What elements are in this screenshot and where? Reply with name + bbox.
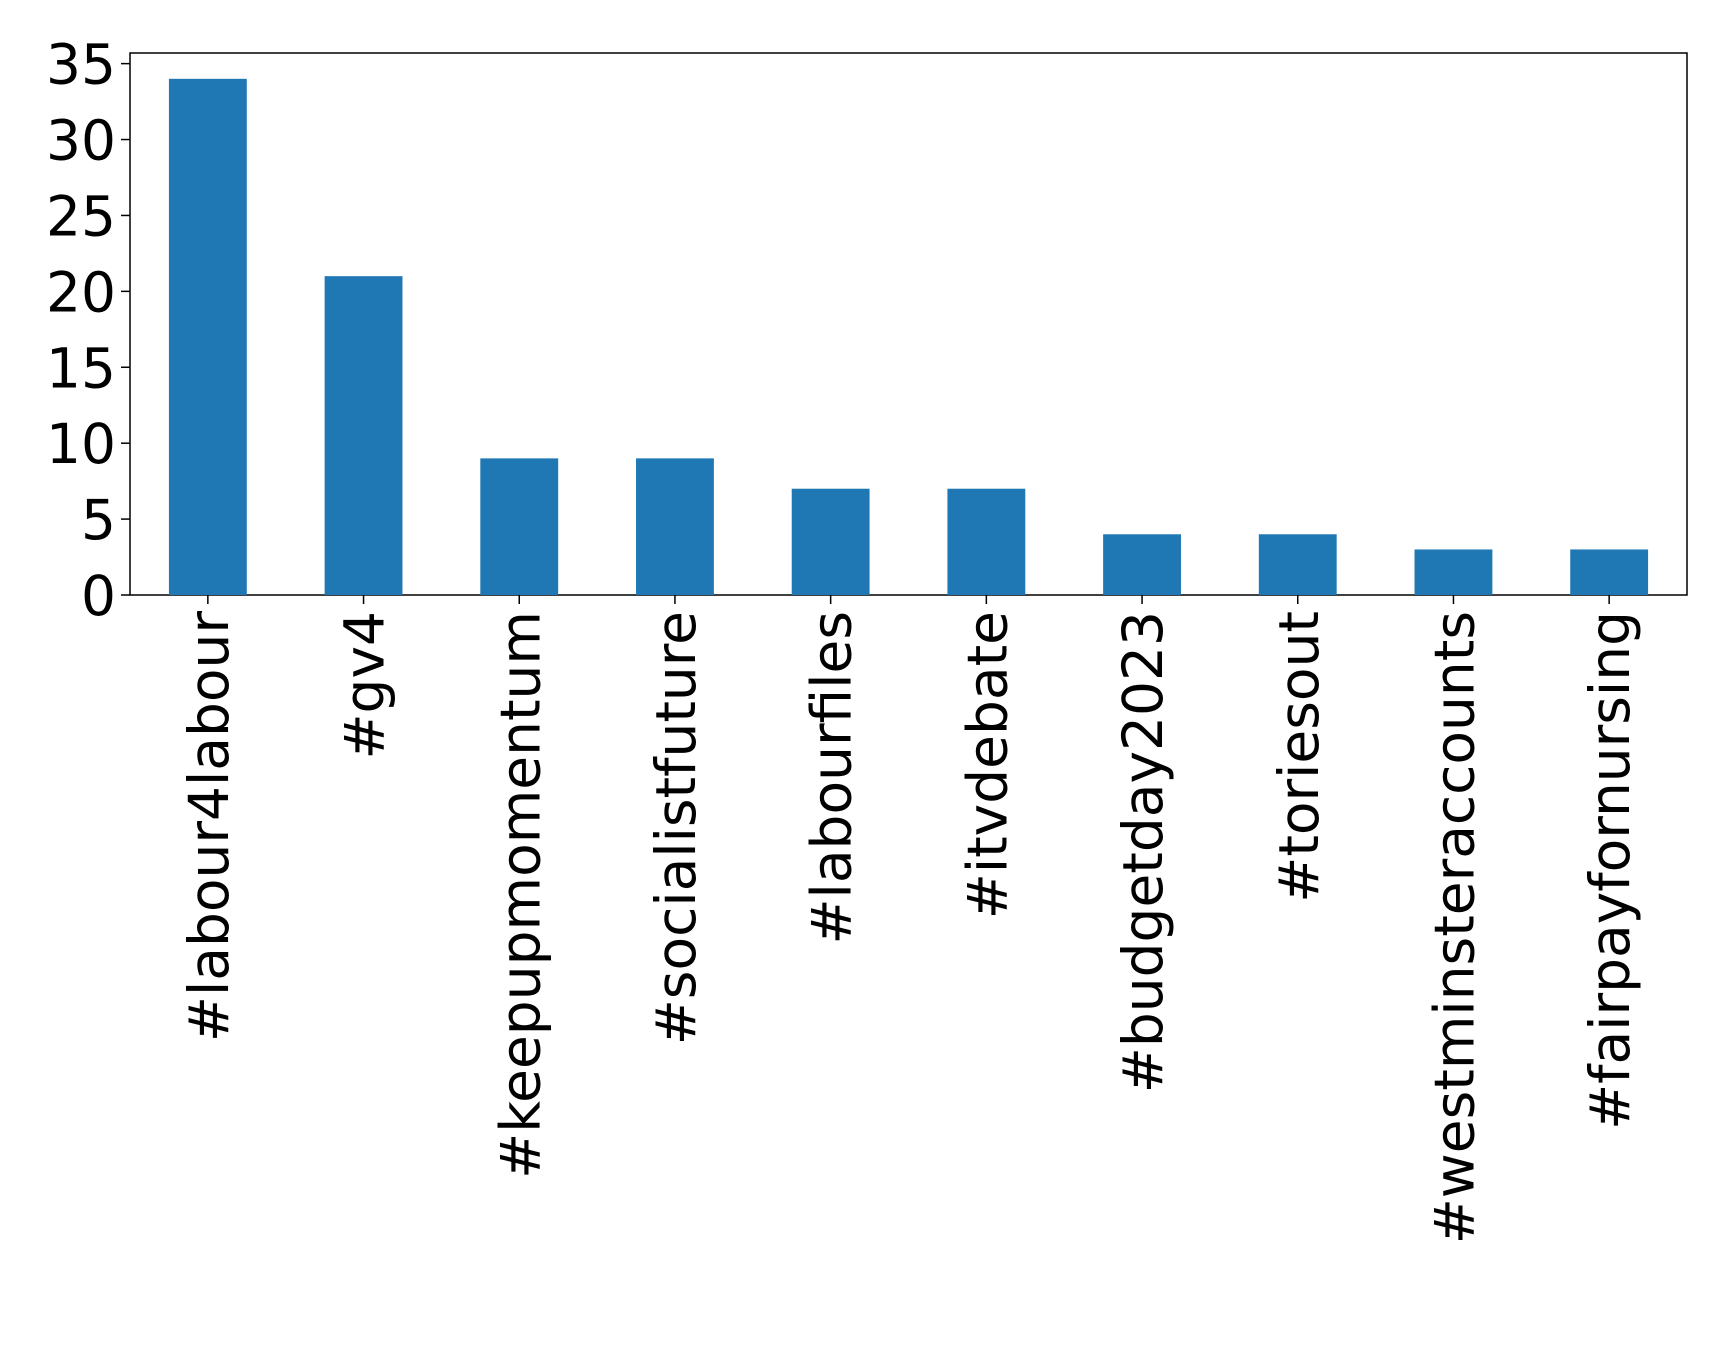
bar — [1414, 549, 1493, 595]
bar — [947, 488, 1026, 595]
y-tick-label: 35 — [46, 33, 116, 97]
bar — [1258, 534, 1337, 595]
bar — [324, 276, 403, 595]
x-tick-label: #keepupmomentum — [488, 611, 552, 1179]
bar — [636, 458, 714, 595]
x-tick-label: #budgetday2023 — [1111, 611, 1175, 1093]
bar — [1570, 549, 1649, 595]
x-tick-label: #socialistfuture — [644, 611, 708, 1045]
y-tick-label: 20 — [46, 260, 116, 324]
bar — [791, 488, 870, 595]
plot-frame — [129, 52, 1688, 596]
x-tick-label: #labourfiles — [800, 611, 864, 945]
x-tick-label: #gv4 — [333, 611, 397, 760]
y-tick-label: 25 — [46, 184, 116, 248]
bar — [1103, 534, 1181, 595]
x-tick-label: #itvdebate — [955, 611, 1019, 919]
y-tick-label: 30 — [46, 109, 116, 173]
x-tick-label: #fairpayfornursing — [1578, 611, 1642, 1130]
y-tick-label: 0 — [81, 564, 116, 628]
bar — [480, 458, 559, 595]
y-tick-label: 10 — [46, 412, 116, 476]
x-tick-label: #westminsteraccounts — [1422, 611, 1486, 1244]
x-tick-label: #toriesout — [1267, 611, 1331, 903]
y-tick-label: 15 — [46, 336, 116, 400]
y-tick-label: 5 — [81, 488, 116, 552]
bar — [168, 78, 247, 596]
x-tick-label: #labour4labour — [177, 611, 241, 1042]
